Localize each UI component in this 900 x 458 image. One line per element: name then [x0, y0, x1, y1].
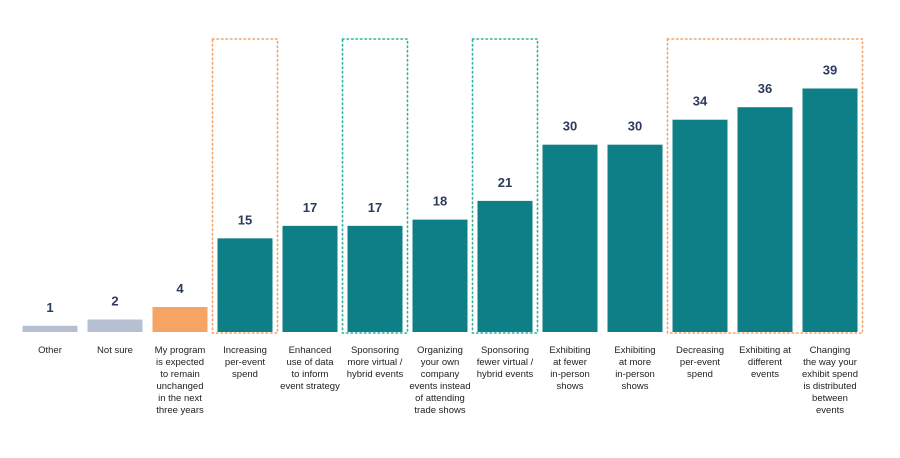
category-label-line: hybrid events [477, 369, 534, 380]
bar-1 [87, 319, 143, 332]
category-label-line: is distributed [803, 381, 856, 392]
value-label-11: 36 [758, 81, 772, 96]
category-label-line: per-event [225, 357, 265, 368]
category-label-line: Exhibiting [549, 345, 590, 356]
category-label-10: Decreasing per-event spend [676, 345, 724, 380]
value-label-7: 21 [498, 175, 512, 190]
highlight-box-1 [341, 38, 409, 334]
category-label-line: in-person [550, 369, 590, 380]
category-label-7: Sponsoring fewer virtual / hybrid events [477, 345, 534, 380]
category-label-line: shows [622, 381, 649, 392]
category-label-line: per-event [680, 357, 720, 368]
category-label-8: Exhibiting at fewer in-person shows [549, 345, 590, 392]
bar-3 [217, 238, 273, 332]
category-label-line: Increasing [223, 345, 267, 356]
category-label-line: to inform [292, 369, 329, 380]
category-label-0: Other [38, 345, 62, 356]
category-label-line: different [748, 357, 783, 368]
category-label-line: Sponsoring [351, 345, 399, 356]
category-label-line: three years [156, 405, 204, 416]
category-label-line: your own [421, 357, 460, 368]
bar-9 [607, 144, 663, 332]
category-label-line: My program [155, 345, 206, 356]
value-label-1: 2 [111, 294, 118, 309]
highlight-box-0 [211, 38, 279, 334]
category-label-12: Changing the way your exhibit spend is dist… [802, 345, 858, 416]
category-label-line: Other [38, 345, 62, 356]
bar-5 [347, 225, 403, 332]
bar-0 [22, 325, 78, 332]
highlight-box-2 [471, 38, 539, 334]
value-label-5: 17 [368, 200, 382, 215]
category-label-line: of attending [415, 393, 465, 404]
category-label-line: to remain [160, 369, 200, 380]
category-label-line: Changing [810, 345, 851, 356]
category-label-line: event strategy [280, 381, 340, 392]
category-label-line: more virtual / [348, 357, 403, 368]
value-label-12: 39 [823, 62, 837, 77]
category-label-line: Not sure [97, 345, 133, 356]
category-label-11: Exhibiting at different events [739, 345, 791, 380]
category-label-line: at more [619, 357, 651, 368]
category-label-line: events [816, 405, 844, 416]
bar-10 [672, 119, 728, 333]
category-label-line: trade shows [414, 405, 465, 416]
category-label-line: between [812, 393, 848, 404]
value-label-9: 30 [628, 119, 642, 134]
value-label-6: 18 [433, 194, 447, 209]
category-label-4: Enhanced use of data to inform event strate… [280, 345, 340, 392]
category-label-line: fewer virtual / [477, 357, 534, 368]
bar-6 [412, 219, 468, 332]
bar-2 [152, 307, 208, 332]
category-label-2: My program is expected to remain unchanged i… [155, 345, 206, 416]
category-label-line: spend [232, 369, 258, 380]
category-label-line: events instead [409, 381, 470, 392]
category-label-line: exhibit spend [802, 369, 858, 380]
category-label-3: Increasing per-event spend [223, 345, 267, 380]
category-label-line: Exhibiting [614, 345, 655, 356]
highlight-box-3 [666, 38, 864, 334]
category-label-line: in the next [158, 393, 202, 404]
value-label-2: 4 [176, 281, 184, 296]
category-label-line: shows [557, 381, 584, 392]
value-label-10: 34 [693, 94, 708, 109]
category-label-line: events [751, 369, 779, 380]
bar-7 [477, 200, 533, 332]
category-label-5: Sponsoring more virtual / hybrid events [347, 345, 404, 380]
category-label-line: Organizing [417, 345, 463, 356]
category-label-1: Not sure [97, 345, 133, 356]
category-label-line: in-person [615, 369, 655, 380]
category-label-line: unchanged [156, 381, 203, 392]
category-label-line: hybrid events [347, 369, 404, 380]
category-label-line: Exhibiting at [739, 345, 791, 356]
bar-8 [542, 144, 598, 332]
category-label-line: Sponsoring [481, 345, 529, 356]
category-label-9: Exhibiting at more in-person shows [614, 345, 655, 392]
category-label-6: Organizing your own company events instead o… [409, 345, 470, 416]
category-label-line: at fewer [553, 357, 587, 368]
value-label-8: 30 [563, 119, 577, 134]
category-label-line: the way your [803, 357, 857, 368]
category-label-line: spend [687, 369, 713, 380]
bar-4 [282, 225, 338, 332]
category-label-line: company [421, 369, 460, 380]
value-label-3: 15 [238, 212, 252, 227]
category-label-line: is expected [156, 357, 204, 368]
category-label-line: Decreasing [676, 345, 724, 356]
value-label-0: 1 [46, 300, 53, 315]
value-label-4: 17 [303, 200, 317, 215]
bar-12 [802, 88, 858, 332]
category-label-line: use of data [286, 357, 334, 368]
category-label-line: Enhanced [289, 345, 332, 356]
bar-11 [737, 107, 793, 332]
